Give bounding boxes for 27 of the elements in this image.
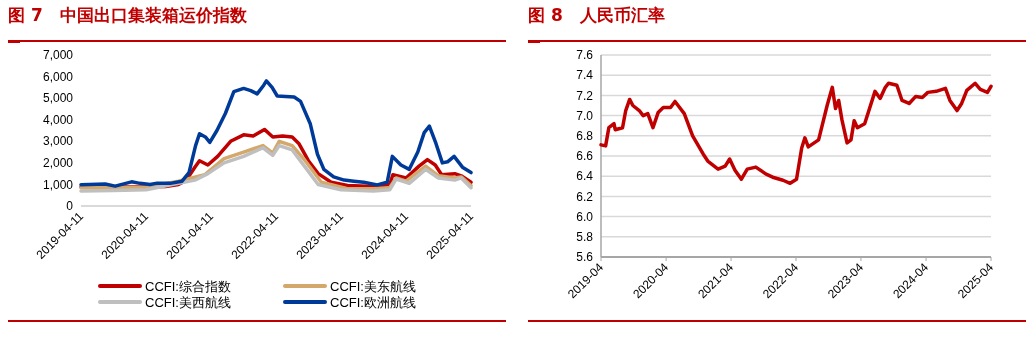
y-tick-label: 7.0 [576,108,594,123]
y-tick-label: 6.4 [576,169,594,184]
legend-label: CCFI:美东航线 [330,278,416,294]
y-tick-label: 5.6 [576,250,594,265]
y-tick-label: 7.6 [576,48,594,63]
y-tick-label: 0 [66,199,74,214]
legend-label: CCFI:美西航线 [145,294,231,310]
y-tick-label: 7,000 [42,48,74,63]
y-tick-label: 7.2 [576,88,594,103]
y-tick-label: 6.6 [576,149,594,164]
y-tick-label: 3,000 [42,134,74,149]
chart-title: 图 8 人民币汇率 [528,5,665,25]
y-tick-label: 6.8 [576,129,594,143]
chart-title: 图 7 中国出口集装箱运价指数 [8,5,248,25]
legend-label: CCFI:欧洲航线 [330,294,416,310]
line-series [79,79,473,188]
y-tick-label: 5,000 [42,91,74,106]
y-tick-label: 7.4 [576,68,594,83]
y-tick-label: 1,000 [42,177,74,192]
y-tick-label: 5.8 [576,230,594,244]
y-tick-label: 4,000 [42,112,74,127]
y-tick-label: 6,000 [42,69,74,84]
y-tick-label: 6.0 [576,209,594,224]
legend-label: CCFI:综合指数 [145,278,231,294]
y-tick-label: 6.2 [576,189,594,204]
y-tick-label: 2,000 [42,156,74,171]
line-series [599,81,993,186]
